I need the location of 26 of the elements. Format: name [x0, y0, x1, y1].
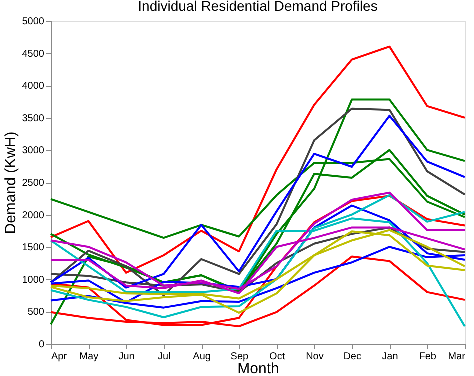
y-tick-label: 4500 — [22, 48, 45, 60]
y-tick-label: 1500 — [22, 242, 45, 254]
y-axis-title: Demand (KwH) — [2, 132, 20, 234]
chart-title: Individual Residential Demand Profiles — [138, 0, 378, 14]
y-tick-label: 4000 — [22, 81, 45, 92]
y-tick-label: 2500 — [22, 178, 45, 189]
y-tick-label: 0 — [38, 340, 45, 350]
y-tick-label: 3500 — [22, 113, 45, 124]
x-tick-label: Jan — [382, 352, 398, 362]
x-tick-label: Nov — [306, 352, 324, 362]
y-tick-label: 5000 — [22, 16, 45, 28]
y-tick-label: 2000 — [22, 210, 45, 222]
x-tick-label: Mar — [448, 352, 466, 362]
x-tick-label: Oct — [270, 352, 286, 362]
x-tick-label: Jun — [118, 352, 135, 362]
x-tick-label: Apr — [52, 352, 68, 362]
x-tick-label: Dec — [344, 352, 362, 362]
x-axis-title: Month — [238, 360, 280, 376]
x-tick-label: Jul — [158, 352, 171, 362]
x-tick-label: Feb — [419, 352, 437, 362]
x-tick-label: Sep — [230, 352, 250, 362]
y-tick-label: 3000 — [22, 146, 45, 157]
y-tick-label: 500 — [28, 307, 45, 318]
y-tick-label: 1000 — [22, 274, 45, 286]
x-tick-label: May — [80, 352, 99, 362]
x-tick-label: Aug — [193, 352, 211, 362]
